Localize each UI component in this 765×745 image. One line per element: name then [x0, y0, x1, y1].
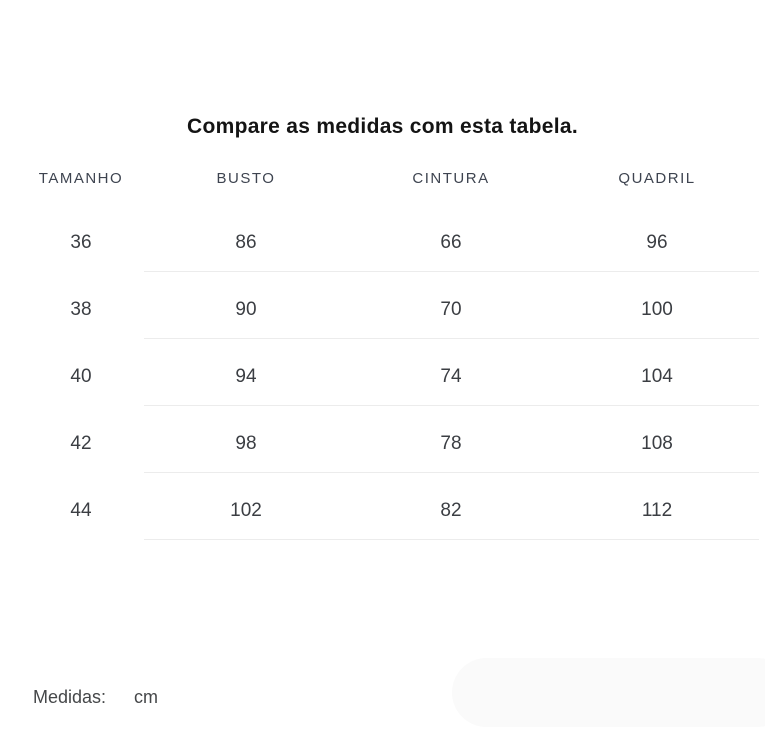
cell-cintura: 82 [440, 499, 462, 521]
cell-quadril: 104 [641, 365, 673, 387]
measurement-unit-note: Medidas: cm [33, 687, 158, 708]
cell-tamanho: 44 [70, 499, 92, 521]
table-row: 38 90 70 100 [0, 276, 765, 343]
measurement-label: Medidas: [33, 687, 107, 707]
table-row: 42 98 78 108 [0, 410, 765, 477]
cell-tamanho: 38 [70, 298, 92, 320]
table-row: 36 86 66 96 [0, 209, 765, 276]
page-title: Compare as medidas com esta tabela. [187, 115, 578, 138]
row-divider [144, 472, 759, 473]
header-cell-tamanho: TAMANHO [38, 169, 124, 187]
row-divider [144, 539, 759, 540]
measurement-unit: cm [134, 687, 159, 707]
cell-tamanho: 36 [70, 231, 92, 253]
header-cell-busto: BUSTO [216, 169, 276, 187]
row-divider [144, 338, 759, 339]
cell-cintura: 74 [440, 365, 462, 387]
table-row: 44 102 82 112 [0, 477, 765, 544]
cell-busto: 98 [235, 432, 257, 454]
cell-quadril: 108 [641, 432, 673, 454]
cell-busto: 94 [235, 365, 257, 387]
size-table-body: 36 86 66 96 38 90 70 100 40 94 74 104 42… [0, 209, 765, 544]
cell-cintura: 70 [440, 298, 462, 320]
header-cell-cintura: CINTURA [412, 169, 490, 187]
row-divider [144, 271, 759, 272]
cell-busto: 86 [235, 231, 257, 253]
cell-tamanho: 42 [70, 432, 92, 454]
cell-quadril: 100 [641, 298, 673, 320]
cell-busto: 90 [235, 298, 257, 320]
row-divider [144, 405, 759, 406]
cell-busto: 102 [230, 499, 262, 521]
cell-cintura: 78 [440, 432, 462, 454]
cell-quadril: 112 [641, 499, 673, 521]
cell-cintura: 66 [440, 231, 462, 253]
table-header-row: TAMANHO BUSTO CINTURA QUADRIL [0, 163, 765, 193]
cell-tamanho: 40 [70, 365, 92, 387]
decorative-pill [452, 658, 765, 727]
cell-quadril: 96 [646, 231, 668, 253]
table-row: 40 94 74 104 [0, 343, 765, 410]
header-cell-quadril: QUADRIL [618, 169, 696, 187]
